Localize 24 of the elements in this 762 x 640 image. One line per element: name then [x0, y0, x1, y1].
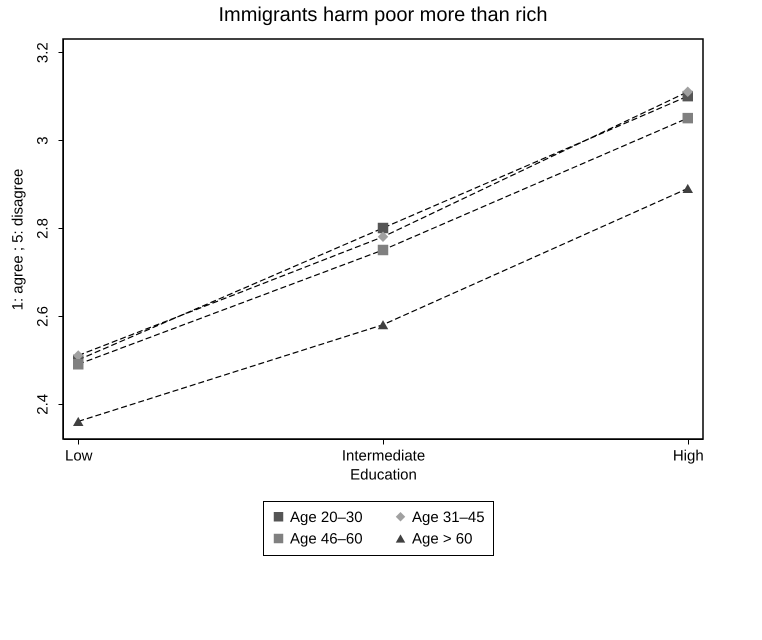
chart-title: Immigrants harm poor more than rich	[218, 4, 548, 26]
legend-label: Age 31–45	[412, 508, 485, 526]
y-tick-label: 2.4	[34, 394, 52, 415]
point	[378, 222, 388, 234]
point	[682, 86, 694, 97]
point	[378, 232, 388, 242]
y-tick-label: 2.8	[34, 218, 52, 239]
legend-label: Age > 60	[412, 530, 472, 548]
point	[682, 112, 694, 124]
legend-label: Age 20–30	[290, 508, 363, 526]
x-tick-label: High	[672, 448, 704, 464]
point	[72, 359, 84, 370]
y-tick-label: 3	[34, 136, 52, 145]
point	[378, 244, 388, 256]
y-tick-label: 2.6	[34, 306, 52, 327]
y-axis-title: 1: agree ; 5: disagree	[10, 168, 26, 310]
x-tick-label: Low	[64, 448, 93, 464]
point	[682, 184, 694, 193]
x-tick-label: Intermediate	[342, 448, 426, 464]
point	[72, 416, 84, 426]
point	[378, 320, 388, 330]
legend-label: Age 46–60	[290, 530, 363, 548]
y-tick-label: 3.2	[34, 42, 52, 64]
x-axis-title: Education	[350, 466, 417, 484]
